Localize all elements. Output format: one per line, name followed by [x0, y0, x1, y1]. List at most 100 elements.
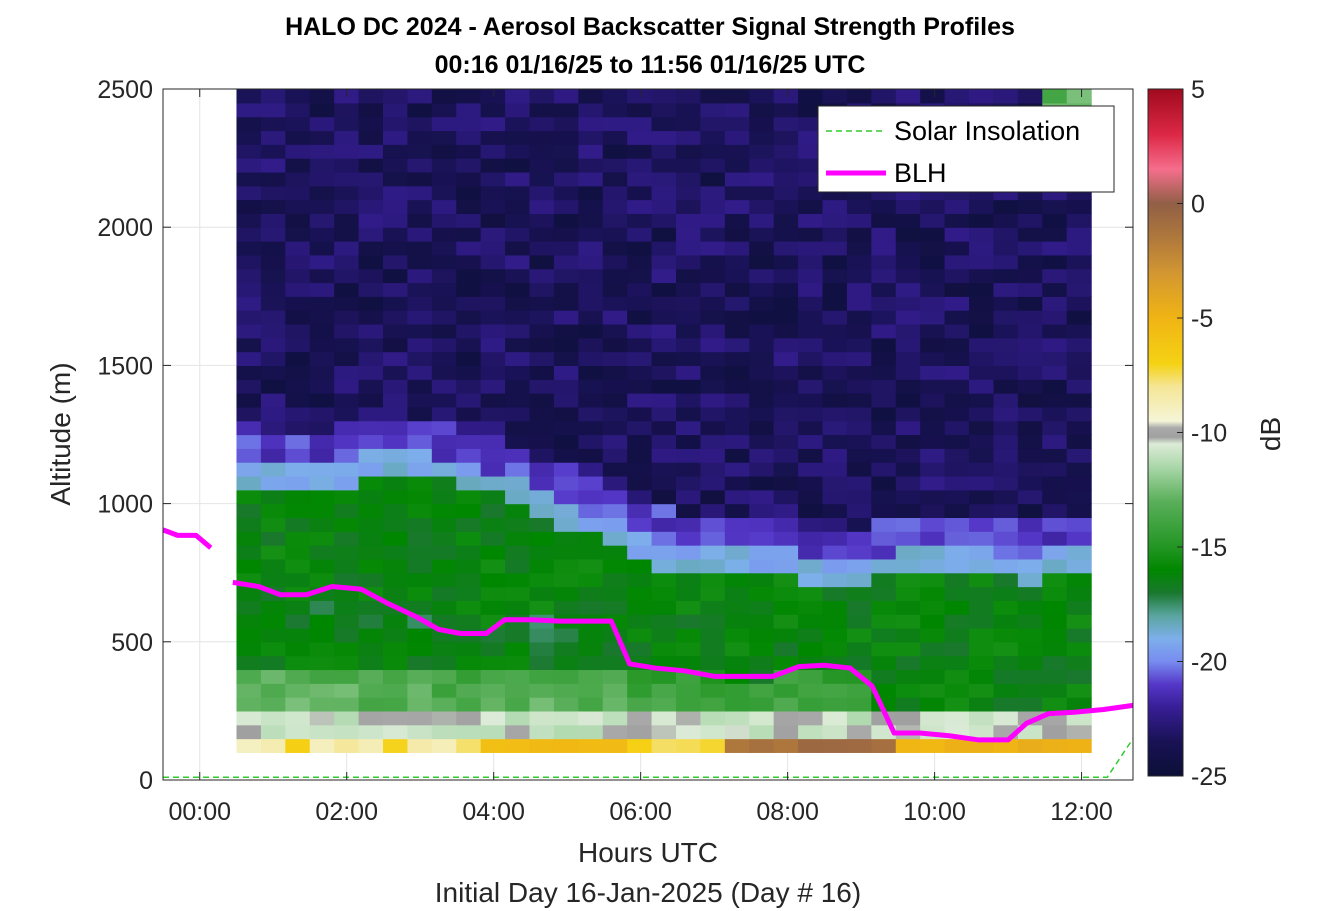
heatmap-cell [358, 296, 384, 311]
heatmap-cell [578, 697, 604, 712]
heatmap-cell [1017, 351, 1043, 366]
heatmap-cell [358, 310, 384, 325]
heatmap-cell [920, 213, 946, 228]
x-tick-label: 12:00 [1050, 798, 1113, 826]
heatmap-cell [334, 365, 360, 380]
heatmap-cell [529, 517, 555, 532]
heatmap-cell [602, 227, 628, 242]
heatmap-cell [1017, 254, 1043, 270]
heatmap-cell [334, 351, 360, 366]
heatmap-cell [676, 627, 702, 643]
heatmap-cell [529, 489, 555, 505]
heatmap-cell [456, 669, 482, 684]
heatmap-cell [871, 517, 897, 532]
heatmap-cell [1066, 655, 1092, 671]
heatmap-cell [749, 545, 775, 560]
heatmap-cell [700, 171, 726, 187]
heatmap-cell [334, 268, 360, 284]
heatmap-cell [798, 545, 824, 560]
heatmap-cell [260, 669, 286, 684]
heatmap-cell [602, 406, 628, 422]
heatmap-cell [627, 434, 653, 449]
heatmap-cell [285, 213, 311, 228]
heatmap-cell [1017, 227, 1043, 242]
heatmap-cell [969, 531, 995, 546]
heatmap-cell [260, 296, 286, 311]
heatmap-cell [846, 531, 872, 546]
heatmap-cell [773, 254, 799, 270]
heatmap-cell [993, 379, 1019, 394]
heatmap-cell [676, 406, 702, 422]
heatmap-cell [1017, 697, 1043, 712]
heatmap-cell [749, 655, 775, 671]
heatmap-cell [822, 697, 848, 712]
heatmap-cell [1017, 489, 1043, 505]
heatmap-cell [676, 489, 702, 505]
heatmap-cell [749, 586, 775, 601]
heatmap-cell [676, 158, 702, 173]
heatmap-cell [602, 102, 628, 118]
heatmap-cell [602, 710, 628, 726]
heatmap-cell [236, 600, 262, 615]
heatmap-cell [822, 227, 848, 242]
heatmap-cell [456, 171, 482, 187]
heatmap-cell [334, 475, 360, 491]
heatmap-cell [602, 351, 628, 366]
heatmap-cell [431, 531, 457, 546]
heatmap-cell [382, 434, 409, 449]
heatmap-cell [822, 586, 848, 601]
heatmap-cell [334, 171, 360, 187]
heatmap-cell [480, 158, 506, 173]
heatmap-cell [431, 379, 457, 394]
heatmap-cell [578, 655, 604, 671]
heatmap-cell [382, 102, 409, 118]
heatmap-cell [456, 420, 482, 436]
heatmap-cell [700, 365, 726, 380]
heatmap-cell [676, 586, 702, 601]
heatmap-cell [602, 337, 628, 353]
heatmap-cell [822, 462, 848, 477]
heatmap-cell [602, 116, 628, 132]
heatmap-cell [993, 462, 1019, 477]
heatmap-cell [773, 282, 799, 297]
heatmap-cell [1066, 323, 1092, 339]
heatmap-cell [260, 641, 286, 657]
heatmap-cell [846, 379, 872, 394]
heatmap-cell [529, 448, 555, 463]
colorbar-tick-label: 5 [1191, 76, 1205, 104]
heatmap-cell [822, 683, 848, 698]
heatmap-cell [553, 600, 579, 615]
heatmap-cell [822, 337, 848, 353]
heatmap-cell [553, 199, 579, 214]
heatmap-cell [993, 503, 1019, 519]
heatmap-cell [993, 531, 1019, 546]
heatmap-cell [676, 503, 702, 519]
heatmap-cell [236, 171, 262, 187]
heatmap-cell [382, 130, 409, 145]
heatmap-cell [602, 489, 628, 505]
heatmap-cell [260, 351, 286, 366]
heatmap-cell [822, 434, 848, 449]
heatmap-cell [431, 462, 457, 477]
heatmap-cell [798, 600, 824, 615]
heatmap-cell [334, 379, 360, 394]
heatmap-cell [627, 379, 653, 394]
heatmap-cell [969, 296, 995, 311]
heatmap-cell [431, 144, 457, 159]
heatmap-cell [480, 89, 506, 104]
heatmap-cell [822, 282, 848, 297]
heatmap-cell [553, 697, 579, 712]
heatmap-cell [920, 697, 946, 712]
heatmap-cell [309, 434, 335, 449]
heatmap-cell [1017, 558, 1043, 574]
heatmap-cell [969, 545, 995, 560]
heatmap-cell [480, 517, 506, 532]
heatmap-cell [724, 365, 750, 380]
heatmap-cell [676, 697, 702, 712]
heatmap-cell [407, 545, 433, 560]
heatmap-cell [700, 406, 726, 422]
heatmap-cell [651, 572, 677, 588]
heatmap-cell [676, 517, 702, 532]
heatmap-cell [846, 323, 872, 339]
heatmap-cell [822, 545, 848, 560]
